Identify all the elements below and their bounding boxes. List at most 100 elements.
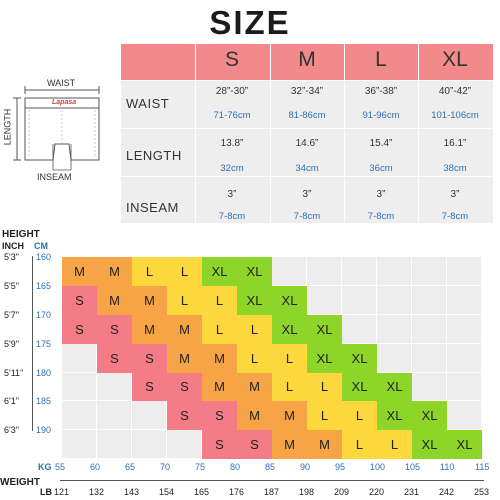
size-cell: L [377,430,412,460]
grid-blank-cell [447,401,481,430]
height-inch-tick: 6'3" [4,425,19,436]
height-inch-tick: 5'3" [4,252,19,262]
grid-blank-cell [447,343,481,372]
size-cell: XL [307,314,342,344]
height-axis-title: HEIGHT [2,229,40,240]
inseam-cm: 7-8cm [367,211,395,222]
height-axis: 5'3" 160 5'5" 165 5'7" 170 5'9" 175 5'11" 180 6'1"… [0,250,62,460]
row-label-length: LENGTH [126,148,182,163]
weight-axis-title: WEIGHT [0,477,40,488]
grid-blank-cell [342,257,376,285]
grid-blank-cell [62,401,96,430]
inch-unit-label: INCH [2,241,24,251]
weight-lb-tick: 165 [194,487,210,497]
grid-blank-cell [97,430,131,459]
size-cell: M [272,401,307,431]
size-cell: L [307,401,342,431]
weight-lb-tick: 121 [54,487,70,497]
waist-cm: 101-106cm [431,110,479,121]
size-cell: XL [412,430,447,460]
length-inch: 16.1” [443,138,467,149]
weight-lb-tick: 187 [264,487,280,497]
size-cell: XL [377,401,412,431]
inseam-row-bg [121,177,493,223]
size-cell: M [132,285,167,315]
height-cm-tick: 160 [36,252,52,262]
height-cm-tick: 175 [36,338,52,349]
weight-lb-tick: 231 [404,487,420,497]
column-divider [344,44,345,223]
grid-blank-cell [447,372,481,401]
waist-inch: 32”-34” [290,86,324,97]
weight-kg-tick: 105 [405,462,421,472]
grid-blank-cell [62,372,96,401]
size-cell: M [237,401,272,431]
grid-blank-cell [412,314,446,343]
length-cm: 34cm [295,163,319,174]
grid-blank-cell [307,285,341,314]
size-cell: XL [202,257,237,286]
size-cell: S [132,372,167,402]
row-label-waist: WAIST [126,96,170,111]
size-cell: XL [412,401,447,431]
size-cell: L [272,372,307,402]
weight-kg-tick: 55 [55,462,66,472]
grid-blank-cell [62,430,96,459]
grid-blank-cell [377,257,411,285]
inseam-inch: 3” [302,189,312,200]
weight-lb-tick: 132 [89,487,105,497]
weight-kg-tick: 80 [230,462,241,472]
size-cell: L [307,372,342,402]
waist-cm: 91-96cm [362,110,400,121]
weight-lb-tick: 154 [159,487,175,497]
height-inch-tick: 6'1" [4,396,19,407]
grid-blank-cell [447,314,481,343]
size-cell: S [167,372,202,402]
size-cell: L [342,430,377,460]
grid-blank-cell [307,257,341,285]
size-cell: S [62,314,97,344]
weight-kg-tick: 70 [160,462,171,472]
size-cell: XL [237,257,272,286]
length-inch: 15.4” [369,138,393,149]
grid-blank-cell [447,257,481,285]
size-cell: L [202,314,237,344]
weight-kg-tick: 90 [300,462,311,472]
brand-logo: Lapasa [52,99,77,106]
length-label: LENGTH [2,108,13,146]
grid-blank-cell [412,372,446,401]
inseam-inch: 3” [227,189,237,200]
size-cell: M [97,257,132,286]
height-inch-tick: 5'5" [4,280,19,291]
weight-kg-tick: 60 [90,462,101,472]
length-cm: 36cm [369,163,393,174]
grid-blank-cell [97,401,131,430]
height-inch-tick: 5'7" [4,309,19,320]
size-cell: XL [307,343,342,373]
size-cell: M [202,343,237,373]
weight-kg-tick: 65 [125,462,136,472]
grid-blank-cell [412,285,446,314]
size-cell: XL [447,430,482,460]
size-cell: S [97,314,132,344]
waist-inch: 28”-30” [215,86,249,97]
size-cell: M [167,314,202,344]
size-cell: L [132,257,167,286]
size-cell: XL [377,372,412,402]
size-cell: L [202,285,237,315]
grid-blank-cell [447,285,481,314]
briefs-illustration [13,86,100,171]
grid-blank-cell [412,257,446,285]
size-cell: L [167,285,202,315]
kg-unit-label: KG [38,462,52,472]
size-cell: XL [272,314,307,344]
grid-blank-cell [62,343,96,372]
height-axis-line [32,256,33,432]
size-cell: L [342,401,377,431]
weight-lb-tick: 220 [369,487,385,497]
grid-blank-cell [412,343,446,372]
weight-lb-tick: 253 [474,487,490,497]
grid-blank-cell [377,314,411,343]
weight-lb-tick: 143 [124,487,140,497]
size-cell: S [132,343,167,373]
